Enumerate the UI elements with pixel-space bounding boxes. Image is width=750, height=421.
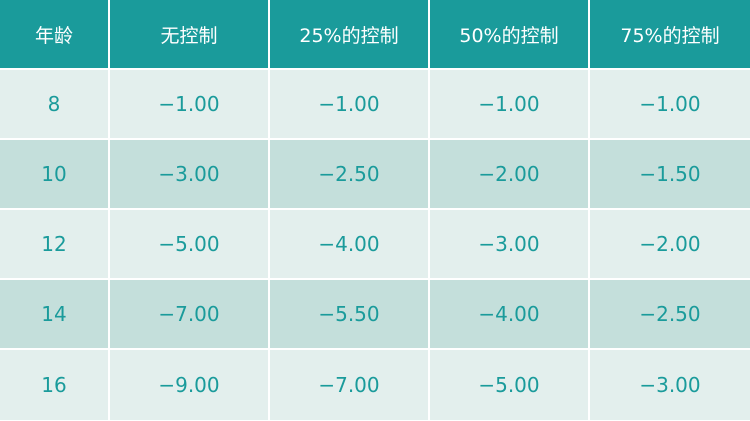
- table-cell: −2.50: [270, 140, 430, 210]
- table-cell: −7.00: [110, 280, 270, 350]
- table-cell: −4.00: [270, 210, 430, 280]
- header-50-control: 50%的控制: [430, 0, 590, 70]
- table-cell: −5.00: [430, 350, 590, 420]
- table-cell: −2.00: [590, 210, 750, 280]
- header-no-control: 无控制: [110, 0, 270, 70]
- table-cell: −9.00: [110, 350, 270, 420]
- table-cell: −2.50: [590, 280, 750, 350]
- table-cell: −3.00: [590, 350, 750, 420]
- table-cell: −2.00: [430, 140, 590, 210]
- table-cell: 14: [0, 280, 110, 350]
- table-cell: −1.00: [270, 70, 430, 140]
- table-cell: −1.50: [590, 140, 750, 210]
- header-75-control: 75%的控制: [590, 0, 750, 70]
- table-cell: 10: [0, 140, 110, 210]
- table-cell: −1.00: [110, 70, 270, 140]
- table-cell: −1.00: [430, 70, 590, 140]
- table-cell: 8: [0, 70, 110, 140]
- table-cell: −4.00: [430, 280, 590, 350]
- table-cell: −5.00: [110, 210, 270, 280]
- table-cell: 12: [0, 210, 110, 280]
- table-cell: −7.00: [270, 350, 430, 420]
- header-25-control: 25%的控制: [270, 0, 430, 70]
- table-cell: −1.00: [590, 70, 750, 140]
- table-cell: −3.00: [430, 210, 590, 280]
- table-cell: −3.00: [110, 140, 270, 210]
- table-cell: −5.50: [270, 280, 430, 350]
- table-cell: 16: [0, 350, 110, 420]
- header-age: 年龄: [0, 0, 110, 70]
